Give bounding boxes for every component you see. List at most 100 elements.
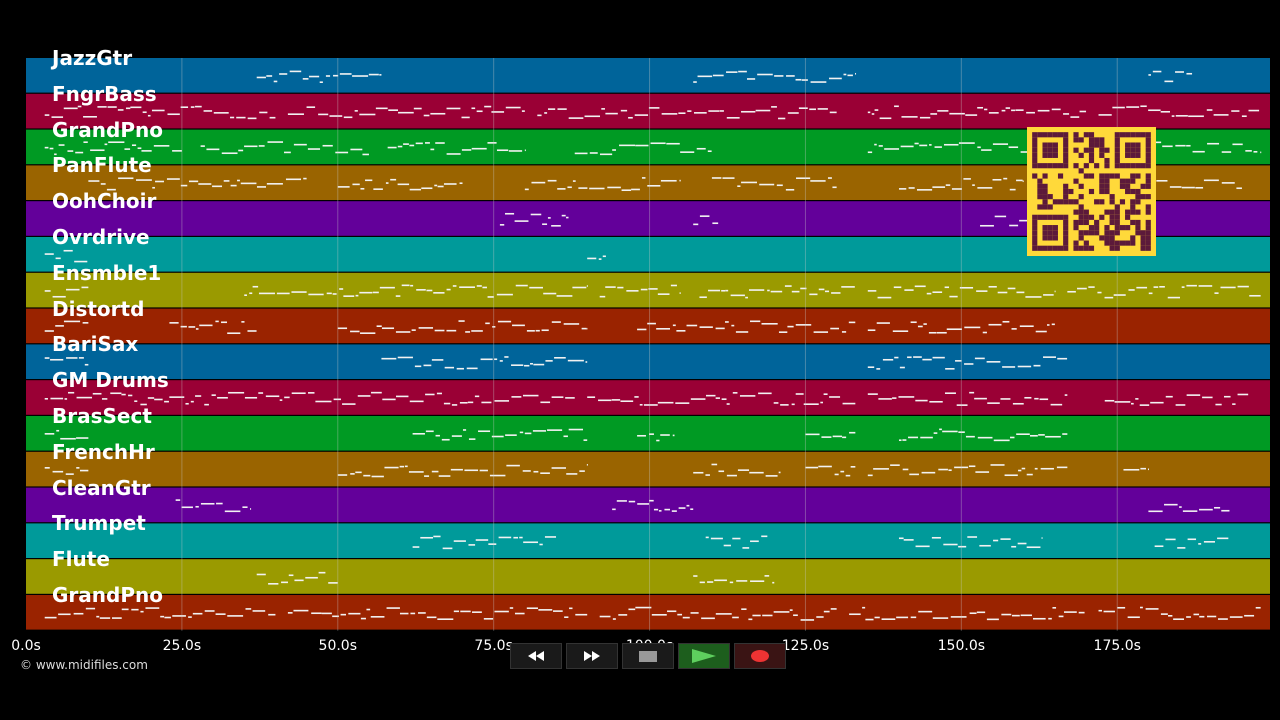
note xyxy=(399,465,405,468)
note xyxy=(1123,468,1140,471)
play-button[interactable] xyxy=(678,643,730,669)
note xyxy=(92,392,102,395)
note xyxy=(1002,320,1010,323)
note xyxy=(54,153,57,156)
rewind-button[interactable] xyxy=(510,643,562,669)
note xyxy=(424,142,430,144)
note xyxy=(1002,366,1016,368)
note xyxy=(1217,537,1229,540)
stop-button[interactable] xyxy=(622,643,674,669)
note xyxy=(909,473,919,476)
note xyxy=(711,463,718,466)
note xyxy=(1058,615,1064,618)
note xyxy=(731,324,735,327)
note xyxy=(443,183,457,185)
note xyxy=(726,71,738,73)
note xyxy=(195,395,202,397)
note xyxy=(354,110,358,112)
note xyxy=(268,613,276,616)
note xyxy=(938,468,948,471)
track-label: PanFlute xyxy=(52,153,152,178)
note xyxy=(494,610,509,613)
note xyxy=(1260,151,1262,154)
note xyxy=(1150,401,1164,404)
note xyxy=(739,395,756,397)
note xyxy=(65,288,80,291)
note xyxy=(1188,115,1204,118)
note xyxy=(44,253,54,255)
note xyxy=(160,615,165,618)
note xyxy=(1202,396,1213,399)
note xyxy=(308,392,315,394)
note xyxy=(964,326,981,329)
track-label: Trumpet xyxy=(52,511,146,536)
note xyxy=(1126,106,1140,108)
note xyxy=(409,144,415,147)
note xyxy=(874,109,879,111)
note xyxy=(867,393,878,395)
note xyxy=(1005,107,1011,109)
note xyxy=(894,105,899,108)
note xyxy=(446,288,451,291)
note xyxy=(223,180,230,182)
note xyxy=(741,110,756,113)
note xyxy=(288,574,294,577)
note xyxy=(598,258,602,260)
track-lane xyxy=(26,93,1270,129)
note xyxy=(601,108,605,110)
note xyxy=(749,471,764,474)
note xyxy=(433,535,441,538)
note xyxy=(944,286,950,289)
fast-forward-button[interactable] xyxy=(566,643,618,669)
note xyxy=(832,186,837,189)
note xyxy=(634,396,639,398)
note xyxy=(722,177,735,179)
note xyxy=(180,106,189,109)
note xyxy=(635,144,649,147)
note xyxy=(551,225,561,227)
note xyxy=(903,539,914,541)
note xyxy=(350,473,355,475)
note xyxy=(735,331,749,333)
note xyxy=(748,618,753,621)
note xyxy=(732,392,738,394)
note xyxy=(107,106,117,108)
note xyxy=(621,189,632,192)
note xyxy=(200,502,215,505)
tick-label: 150.0s xyxy=(937,638,986,654)
note xyxy=(767,289,770,292)
note xyxy=(360,187,365,190)
note xyxy=(63,320,81,323)
note xyxy=(898,188,907,190)
note xyxy=(494,400,510,402)
note xyxy=(948,469,952,472)
note xyxy=(917,325,923,328)
note xyxy=(750,540,759,543)
note xyxy=(256,573,266,576)
note xyxy=(605,112,618,115)
note xyxy=(44,357,50,359)
note xyxy=(950,616,967,618)
note xyxy=(992,143,1009,145)
note xyxy=(810,81,827,83)
note xyxy=(774,75,784,77)
note xyxy=(796,177,811,180)
note xyxy=(343,295,355,297)
note xyxy=(401,284,410,287)
note xyxy=(1213,114,1229,116)
note xyxy=(1001,109,1006,112)
track-lane xyxy=(26,308,1270,344)
record-button[interactable] xyxy=(734,643,786,669)
note xyxy=(1206,109,1213,111)
note xyxy=(671,510,677,512)
note xyxy=(185,402,189,405)
note xyxy=(284,396,290,399)
note xyxy=(801,79,808,81)
note xyxy=(1160,110,1170,113)
note xyxy=(379,74,382,76)
note xyxy=(660,434,670,436)
note xyxy=(284,151,291,154)
note xyxy=(1018,469,1022,472)
note xyxy=(522,394,539,397)
note xyxy=(106,188,116,191)
